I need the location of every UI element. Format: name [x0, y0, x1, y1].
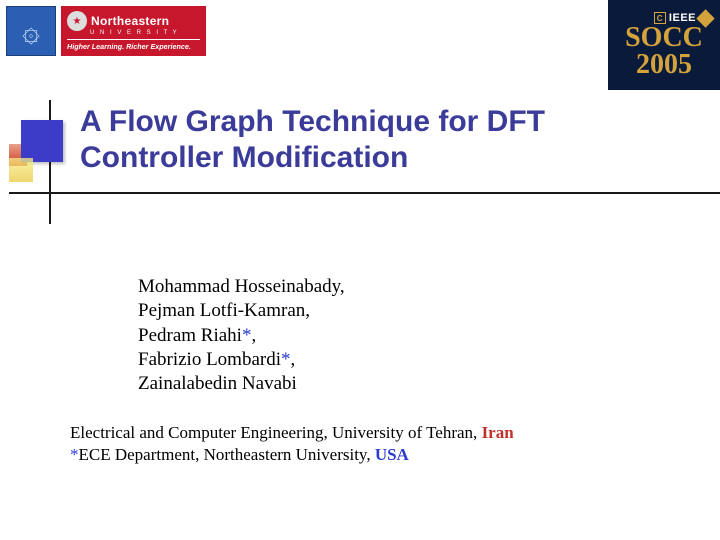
author-3: Pedram Riahi*, [138, 324, 345, 348]
title-decoration [9, 110, 69, 230]
author-2: Pejman Lotfi-Kamran, [138, 299, 345, 323]
ne-seal-icon: ★ [67, 11, 87, 31]
country-iran: Iran [482, 423, 514, 442]
affil-2-text: ECE Department, Northeastern University, [79, 445, 375, 464]
author-list: Mohammad Hosseinabady, Pejman Lotfi-Kamr… [138, 275, 345, 397]
logo-northeastern: ★ Northeastern U N I V E R S I T Y Highe… [61, 6, 206, 56]
socc-line2: 2005 [636, 52, 692, 79]
author-4-comma: , [291, 349, 296, 370]
slide-title: A Flow Graph Technique for DFT Controlle… [80, 104, 670, 176]
ne-university-label: U N I V E R S I T Y [90, 31, 200, 36]
horizontal-rule [9, 192, 720, 194]
affiliations: Electrical and Computer Engineering, Uni… [70, 422, 514, 466]
affil-2: *ECE Department, Northeastern University… [70, 444, 514, 466]
ne-name: Northeastern [91, 14, 169, 28]
author-5: Zainalabedin Navabi [138, 372, 345, 396]
author-1: Mohammad Hosseinabady, [138, 275, 345, 299]
ne-top-row: ★ Northeastern [67, 11, 200, 31]
author-4: Fabrizio Lombardi*, [138, 348, 345, 372]
logo-socc: C IEEE SOCC 2005 [608, 0, 720, 90]
country-usa: USA [375, 445, 409, 464]
star-icon: * [281, 349, 291, 370]
ne-tagline: Higher Learning. Richer Experience. [67, 39, 200, 51]
affil-1-text: Electrical and Computer Engineering, Uni… [70, 423, 482, 442]
header-logos: ۞ ★ Northeastern U N I V E R S I T Y Hig… [6, 6, 206, 56]
affil-1: Electrical and Computer Engineering, Uni… [70, 422, 514, 444]
blue-square-icon [21, 120, 63, 162]
author-3-comma: , [251, 325, 256, 346]
socc-line1: SOCC [625, 25, 703, 52]
vertical-rule [49, 100, 51, 224]
yellow-square-icon [9, 158, 33, 182]
author-3-name: Pedram Riahi [138, 325, 242, 346]
star-icon: * [70, 445, 79, 464]
logo-tehran: ۞ [6, 6, 56, 56]
author-4-name: Fabrizio Lombardi [138, 349, 281, 370]
tehran-glyph: ۞ [22, 14, 40, 49]
